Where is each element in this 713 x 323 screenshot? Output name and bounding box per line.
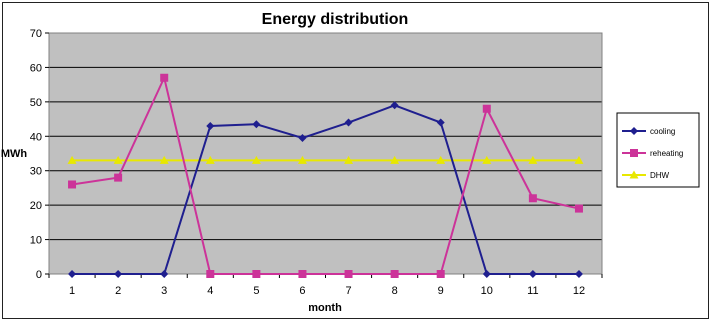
cooling-point <box>482 270 491 278</box>
x-tick-label: 5 <box>253 285 259 297</box>
cooling-point <box>114 270 123 278</box>
legend-marker-dhw <box>629 170 639 179</box>
reheating-point <box>390 270 399 278</box>
reheating-point <box>160 73 169 82</box>
legend-marker-reheating <box>630 149 638 157</box>
x-axis-title: month <box>308 302 342 314</box>
y-tick-label: 0 <box>36 269 42 281</box>
dhw-point <box>159 155 169 164</box>
x-tick-label: 3 <box>161 285 167 297</box>
dhw-point <box>528 155 538 164</box>
dhw-point <box>251 155 261 164</box>
y-tick-label: 10 <box>30 235 42 247</box>
x-tick-label: 1 <box>69 285 75 297</box>
y-tick-label: 30 <box>30 166 42 178</box>
dhw-point <box>482 155 492 164</box>
legend-label-cooling: cooling <box>650 127 675 136</box>
y-tick-label: 70 <box>30 28 42 40</box>
cooling-point <box>436 118 445 127</box>
y-tick-label: 50 <box>30 97 42 109</box>
x-tick-label: 8 <box>392 285 398 297</box>
legend: cooling reheating DHW <box>616 112 700 188</box>
reheating-point <box>206 270 215 278</box>
cooling-line <box>72 104 579 275</box>
reheating-point <box>436 270 445 278</box>
x-tick-label: 7 <box>345 285 351 297</box>
cooling-point <box>206 121 215 130</box>
y-axis-ticks: 0 10 20 30 40 50 60 70 <box>30 28 49 281</box>
reheating-line <box>71 74 580 275</box>
y-tick-label: 20 <box>30 200 42 212</box>
x-tick-label: 10 <box>481 285 493 297</box>
dhw-point <box>436 155 446 164</box>
dhw-point <box>297 155 307 164</box>
reheating-point <box>68 180 77 189</box>
dhw-point <box>344 155 354 164</box>
series-cooling <box>68 101 583 278</box>
dhw-point <box>113 155 123 164</box>
reheating-point <box>528 194 537 203</box>
x-tick-label: 11 <box>527 285 538 297</box>
y-tick-label: 60 <box>30 62 42 74</box>
legend-label-dhw: DHW <box>650 171 670 180</box>
chart-title: Energy distribution <box>262 11 409 28</box>
reheating-point <box>114 173 123 182</box>
plot-area <box>49 33 602 274</box>
dhw-point <box>67 155 77 164</box>
y-axis-title: MWh <box>1 148 28 160</box>
cooling-point <box>252 120 261 129</box>
x-tick-label: 6 <box>299 285 305 297</box>
reheating-point <box>252 270 261 278</box>
series-reheating <box>68 73 583 278</box>
cooling-point <box>390 101 399 110</box>
cooling-point <box>528 270 537 278</box>
x-tick-label: 9 <box>438 285 444 297</box>
reheating-point <box>574 204 583 213</box>
x-tick-label: 2 <box>115 285 121 297</box>
legend-label-reheating: reheating <box>650 149 683 158</box>
dhw-point <box>205 155 215 164</box>
series-lines <box>67 73 584 278</box>
legend-marker-cooling <box>630 127 638 135</box>
cooling-point <box>574 270 583 278</box>
cooling-point <box>160 270 169 278</box>
series-dhw <box>67 155 584 164</box>
reheating-point <box>482 104 491 113</box>
x-tick-label: 12 <box>573 285 585 297</box>
x-tick-label: 4 <box>207 285 213 297</box>
dhw-point <box>574 155 584 164</box>
cooling-point <box>68 270 77 278</box>
cooling-point <box>344 118 353 127</box>
dhw-point <box>390 155 400 164</box>
reheating-point <box>344 270 353 278</box>
x-axis-ticks: 1 2 3 4 5 6 7 8 9 10 11 12 <box>48 274 603 297</box>
reheating-point <box>298 270 307 278</box>
y-tick-label: 40 <box>30 131 42 143</box>
cooling-point <box>298 134 307 143</box>
